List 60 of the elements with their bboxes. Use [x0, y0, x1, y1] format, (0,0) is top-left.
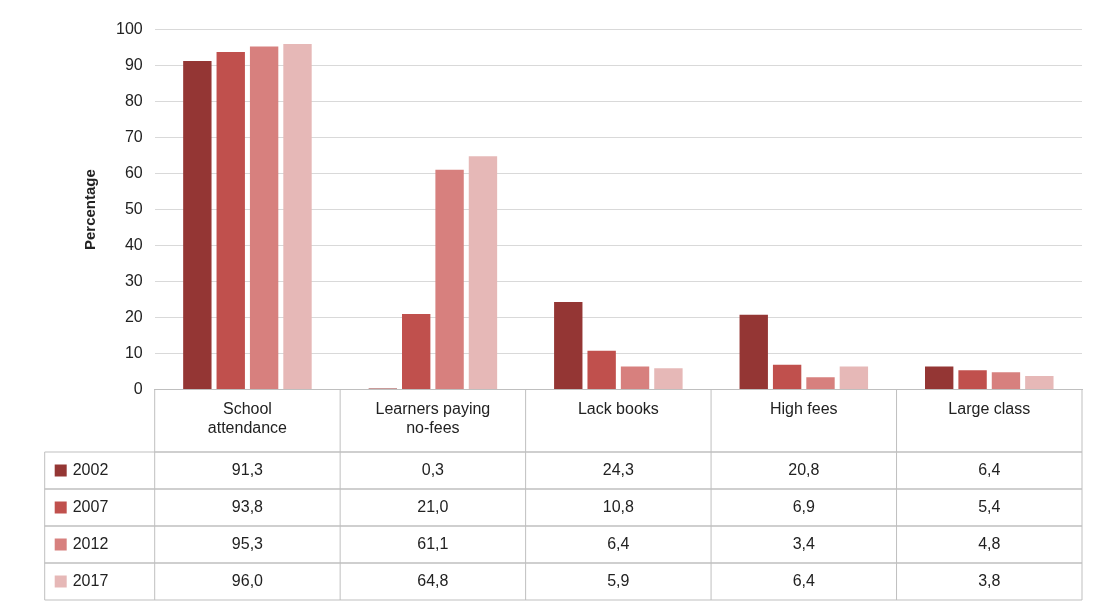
bar — [216, 51, 245, 390]
data-label: 4,8 — [978, 534, 1001, 552]
bar — [249, 46, 279, 390]
data-label: 96,0 — [231, 571, 264, 589]
legend-label: 2007 — [72, 497, 109, 515]
y-tick-label: 60 — [124, 164, 143, 182]
legend-label: 2017 — [72, 571, 109, 589]
data-label: 21,0 — [417, 497, 449, 515]
x-tick-label: Lack books — [577, 399, 659, 417]
data-label: 6,4 — [792, 571, 816, 589]
y-tick-label: 0 — [133, 380, 143, 398]
data-label: 6,4 — [607, 534, 630, 552]
bar — [554, 302, 583, 390]
y-tick-label: 100 — [115, 20, 143, 38]
y-tick-label: 30 — [124, 272, 143, 290]
data-label: 93,8 — [231, 497, 264, 515]
bar — [1025, 375, 1054, 390]
legend-label: 2012 — [72, 534, 109, 552]
y-tick-label: 40 — [124, 236, 143, 254]
x-tick-label: School attendance — [207, 399, 288, 436]
data-label: 5,9 — [607, 571, 630, 589]
data-label: 24,3 — [602, 460, 635, 478]
data-label: 95,3 — [231, 534, 264, 552]
y-axis-title: Percentage — [81, 169, 99, 251]
bar — [739, 314, 768, 390]
bar — [620, 366, 650, 390]
data-label: 64,8 — [417, 571, 449, 589]
bar — [839, 366, 869, 390]
bar — [435, 169, 464, 390]
bar — [283, 44, 312, 390]
bar — [587, 350, 616, 390]
data-label: 5,4 — [978, 497, 1001, 515]
y-tick-label: 80 — [124, 92, 143, 110]
y-tick-label: 50 — [124, 200, 143, 218]
bar — [991, 372, 1021, 390]
data-label: 61,1 — [417, 534, 449, 552]
y-tick-label: 70 — [124, 128, 143, 146]
bar — [654, 368, 683, 390]
x-tick-label: Large class — [948, 399, 1031, 417]
bar — [402, 314, 431, 390]
bar — [958, 370, 987, 390]
data-label: 10,8 — [602, 497, 635, 515]
bar — [772, 364, 802, 390]
data-label: 3,4 — [792, 534, 816, 552]
data-label: 6,9 — [792, 497, 816, 515]
data-label: 20,8 — [788, 460, 820, 478]
legend-label: 2002 — [72, 460, 109, 478]
x-tick-label: Learners paying no-fees — [375, 399, 491, 436]
x-tick-label: High fees — [770, 399, 838, 417]
bar — [925, 366, 954, 390]
data-label: 0,3 — [421, 460, 445, 478]
data-label: 91,3 — [231, 460, 264, 478]
data-label: 3,8 — [978, 571, 1001, 589]
y-tick-label: 20 — [124, 308, 143, 326]
data-label: 6,4 — [978, 460, 1001, 478]
bar — [806, 377, 835, 390]
bar — [183, 60, 212, 390]
y-tick-label: 10 — [124, 344, 143, 362]
y-tick-label: 90 — [124, 56, 143, 74]
bar — [468, 156, 498, 390]
